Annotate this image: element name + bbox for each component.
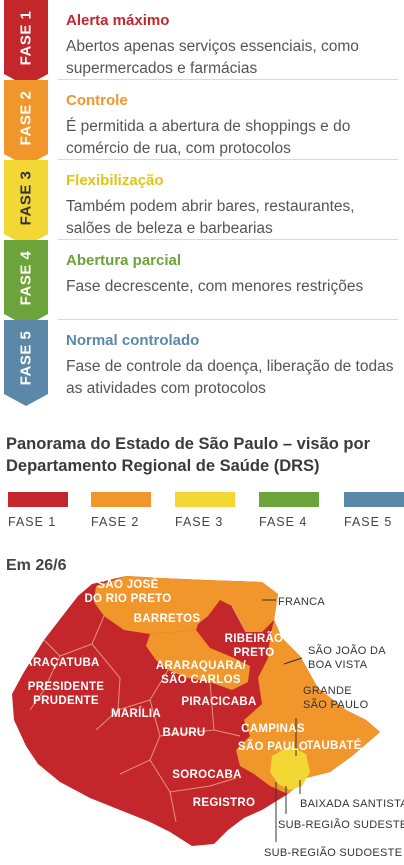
region-north-fase-2 (94, 576, 278, 634)
phase-2: FASE 2 Controle É permitida a abertura d… (0, 80, 404, 166)
region-label: TAUBATÉ (306, 739, 361, 752)
region-label: RIBEIRÃO PRETO (225, 632, 284, 659)
phase-5: FASE 5 Normal controlado Fase de control… (0, 320, 404, 406)
phase-banner-label: FASE 3 (17, 170, 35, 226)
legend-label: FASE 4 (259, 515, 308, 529)
region-callout-label: FRANCA (278, 596, 325, 608)
phase-title: Abertura parcial (66, 252, 182, 269)
legend-item-fase-4: FASE 4 (259, 492, 319, 529)
legend-label: FASE 2 (91, 515, 140, 529)
phase-banner: FASE 3 (4, 160, 48, 246)
phase-description: Fase decrescente, com menores restrições (66, 278, 364, 295)
region-label: SÃO JOSÉ DO RIO PRETO (84, 578, 171, 605)
phase-title: Controle (66, 92, 128, 109)
legend-swatch (175, 492, 235, 507)
region-label: CAMPINAS (241, 723, 305, 735)
region-label: BARRETOS (134, 613, 201, 625)
region-araraquara-fase-2 (146, 630, 250, 690)
callout-leader-lines (262, 599, 303, 842)
phase-description: Também podem abrir bares, restaurantes, … (66, 198, 355, 237)
region-callout-label: SUB-REGIÃO SUDESTE (278, 818, 404, 831)
region-callout-label: BAIXADA SANTISTA (300, 798, 404, 810)
legend-swatch (259, 492, 319, 507)
region-label: REGISTRO (193, 797, 255, 809)
divider (58, 159, 398, 160)
phase-banner: FASE 5 (4, 320, 48, 406)
phase-title: Flexibilização (66, 172, 164, 189)
map-date-label: Em 26/6 (6, 557, 67, 574)
region-label: PIRACICABA (181, 696, 256, 708)
phase-title: Alerta máximo (66, 12, 170, 29)
phase-description: É permitida a abertura de shoppings e do… (66, 118, 351, 157)
phase-description: Abertos apenas serviços essenciais, como… (66, 38, 359, 77)
region-callout-label: GRANDE SÃO PAULO (303, 685, 369, 711)
phase-banner: FASE 4 (4, 240, 48, 326)
legend-item-fase-2: FASE 2 (91, 492, 151, 529)
phase-banner-label: FASE 4 (17, 250, 35, 306)
legend-label: FASE 3 (175, 515, 224, 529)
phase-banner: FASE 2 (4, 80, 48, 166)
divider (58, 319, 398, 320)
divider (58, 239, 398, 240)
legend-label: FASE 5 (344, 515, 393, 529)
region-east-fase-2 (236, 620, 380, 794)
legend-swatch (91, 492, 151, 507)
legend-item-fase-3: FASE 3 (175, 492, 235, 529)
sao-paulo-drs-map: SÃO JOSÉ DO RIO PRETO BARRETOS RIBEIRÃO PRET… (12, 576, 404, 859)
legend-swatch (344, 492, 404, 507)
phase-3: FASE 3 Flexibilização Também podem abrir… (0, 160, 404, 246)
region-label: ARARAQUARA/SÃO CARLOS (156, 660, 247, 686)
phase-banner-label: FASE 1 (17, 10, 35, 66)
phase-4: FASE 4 Abertura parcial Fase decrescente… (0, 240, 404, 326)
legend-item-fase-1: FASE 1 (8, 492, 68, 529)
region-borders (29, 605, 247, 823)
phase-banner: FASE 1 (4, 0, 48, 86)
region-sao-paulo-fase-3 (270, 746, 310, 790)
phase-banner-label: FASE 5 (17, 330, 35, 386)
phase-1: FASE 1 Alerta máximo Abertos apenas serv… (0, 0, 404, 86)
panorama-title: Panorama do Estado de São Paulo – visão … (6, 435, 371, 475)
region-label: SOROCABA (172, 769, 242, 781)
phase-description: Fase de controle da doença, liberação de… (66, 358, 394, 397)
region-label: BAURU (162, 727, 205, 739)
region-label: SÃO PAULO (238, 740, 308, 753)
region-label: PRESIDENTE PRUDENTE (28, 681, 105, 707)
legend-item-fase-5: FASE 5 (344, 492, 404, 529)
region-callout-label: SUB-REGIÃO SUDOESTE (264, 846, 402, 859)
region-label: ARAÇATUBA (24, 657, 99, 669)
phase-list: FASE 1 Alerta máximo Abertos apenas serv… (0, 0, 404, 406)
phase-banner-label: FASE 2 (17, 90, 35, 146)
region-callout-label: SÃO JOÃO DA BOA VISTA (308, 644, 386, 671)
divider (58, 79, 398, 80)
region-label: MARÍLIA (111, 707, 161, 720)
legend-label: FASE 1 (8, 515, 57, 529)
legend-swatch (8, 492, 68, 507)
phase-title: Normal controlado (66, 332, 200, 349)
